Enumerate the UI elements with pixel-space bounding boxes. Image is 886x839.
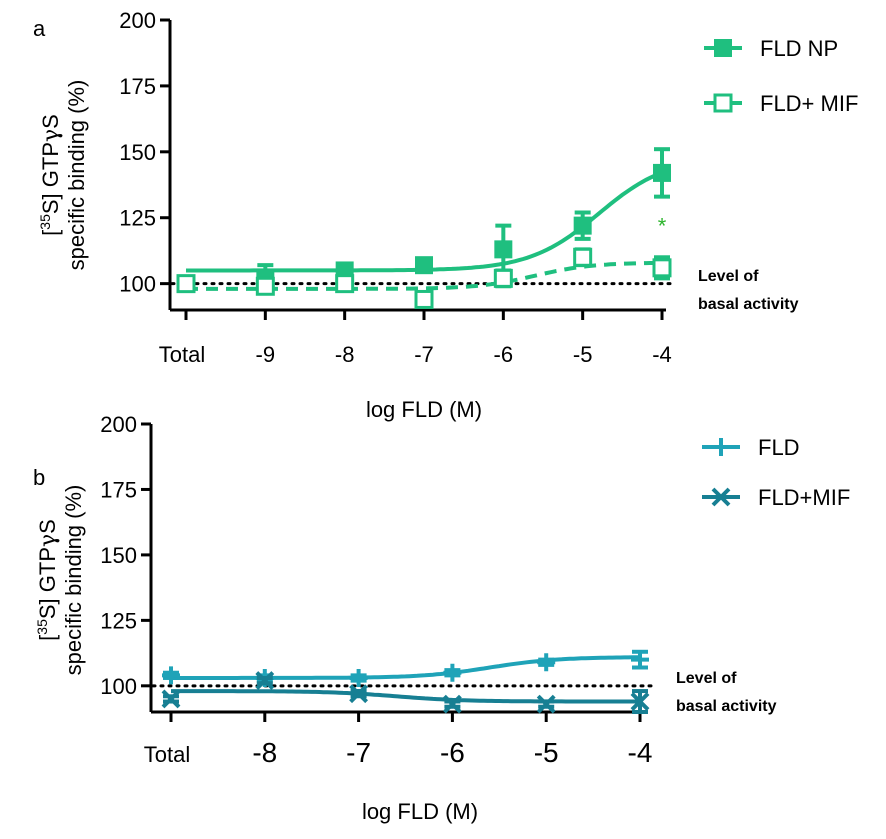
y-tick-label: 175 bbox=[100, 477, 137, 502]
y-tick-label: 200 bbox=[119, 8, 156, 33]
series-fld-mif bbox=[176, 247, 672, 309]
y-title-b-prefix: [ bbox=[35, 635, 60, 641]
x-tick-label: -6 bbox=[440, 737, 465, 768]
y-title-b-greek: γ bbox=[36, 534, 61, 547]
x-tick-label: -9 bbox=[256, 342, 276, 367]
legend-item-fld-mif: FLD+ MIF bbox=[704, 91, 858, 116]
x-tick-label: -5 bbox=[573, 342, 593, 367]
legend-a: FLD NP FLD+ MIF bbox=[704, 36, 858, 116]
legend-item-fld-mif-b: FLD+MIF bbox=[702, 485, 850, 510]
y-tick-label: 200 bbox=[100, 412, 137, 437]
data-point bbox=[349, 668, 368, 687]
baseline-label-b-line2: basal activity bbox=[676, 698, 777, 715]
panel-a: a [35S] GTPγS specific binding (%) log F… bbox=[33, 8, 858, 422]
x-tick-label: Total bbox=[159, 342, 205, 367]
y-title-a-line2: specific binding (%) bbox=[64, 80, 89, 271]
x-tick-label: -7 bbox=[346, 737, 371, 768]
fit-curve bbox=[171, 655, 640, 680]
x-tick-label: -5 bbox=[534, 737, 559, 768]
series-fld-mif bbox=[161, 671, 650, 714]
data-point bbox=[442, 694, 462, 714]
y-axis-title-b: [35S] GTPγS specific binding (%) bbox=[34, 485, 86, 676]
y-title-b-sup: 35 bbox=[34, 619, 50, 635]
y-tick-label: 125 bbox=[100, 608, 137, 633]
axes-b: 100 125 150 175 200 Total -8 -7 -6 -5 -4 bbox=[100, 412, 652, 768]
legend-item-fld-np: FLD NP bbox=[704, 36, 838, 61]
baseline-label-a-line1: Level of bbox=[698, 268, 759, 285]
data-point bbox=[573, 247, 593, 267]
y-tick-label: 175 bbox=[119, 74, 156, 99]
legend-label-fld: FLD bbox=[758, 435, 800, 460]
x-tick-label: -4 bbox=[628, 737, 653, 768]
axes-a: 100 125 150 175 200 Total -9 -8 -7 -6 -5 -4 bbox=[119, 8, 672, 367]
x-tick-label: -6 bbox=[494, 342, 514, 367]
data-point bbox=[536, 694, 556, 714]
significance-asterisk: * bbox=[658, 213, 667, 238]
data-point bbox=[414, 289, 434, 309]
data-point bbox=[176, 274, 196, 294]
y-tick-label: 125 bbox=[119, 206, 156, 231]
x-tick-label: -8 bbox=[335, 342, 355, 367]
y-axis-title-a: [35S] GTPγS specific binding (%) bbox=[37, 80, 89, 271]
series-fld bbox=[162, 649, 649, 687]
data-point bbox=[630, 692, 650, 711]
data-point bbox=[349, 684, 369, 704]
data-point bbox=[255, 276, 275, 296]
svg-text:[35S] GTPγS: [35S] GTPγS bbox=[34, 519, 61, 641]
legend-label-fld-mif: FLD+ MIF bbox=[760, 91, 858, 116]
series-fld-np bbox=[177, 147, 671, 294]
data-point bbox=[415, 256, 433, 275]
baseline-label-a-line2: basal activity bbox=[698, 296, 799, 313]
panel-label-a: a bbox=[33, 16, 46, 41]
legend-marker-fld-mif bbox=[713, 93, 733, 113]
y-tick-label: 150 bbox=[119, 140, 156, 165]
data-point bbox=[255, 671, 275, 690]
data-point bbox=[335, 274, 355, 294]
data-point bbox=[494, 240, 513, 259]
legend-b: FLD FLD+MIF bbox=[702, 435, 850, 510]
x-tick-label: Total bbox=[144, 742, 190, 767]
plot-area-a: * bbox=[170, 147, 678, 309]
y-tick-label: 100 bbox=[119, 272, 156, 297]
y-title-a-sup: 35 bbox=[37, 214, 53, 230]
y-tick-label: 100 bbox=[100, 674, 137, 699]
panel-b: b [35S] GTPγS specific binding (%) log F… bbox=[33, 412, 850, 824]
y-title-a-end: S bbox=[38, 114, 63, 129]
x-tick-label: -7 bbox=[414, 342, 434, 367]
data-point bbox=[537, 653, 556, 672]
fit-curve bbox=[171, 689, 640, 704]
legend-marker-fld-mif-b bbox=[711, 487, 731, 507]
data-point bbox=[631, 650, 649, 669]
x-tick-label: -8 bbox=[252, 737, 277, 768]
legend-marker-fld-np bbox=[714, 39, 732, 57]
data-point bbox=[573, 216, 592, 235]
baseline-label-b-line1: Level of bbox=[676, 670, 737, 687]
plot-area-b bbox=[151, 649, 656, 714]
data-point bbox=[653, 163, 671, 182]
x-axis-title-b: log FLD (M) bbox=[362, 799, 478, 824]
y-title-a-main: S] GTP bbox=[38, 142, 63, 214]
x-tick-label: -4 bbox=[652, 342, 672, 367]
y-title-a-greek: γ bbox=[39, 129, 64, 142]
data-point bbox=[493, 268, 513, 288]
y-tick-label: 150 bbox=[100, 543, 137, 568]
data-point bbox=[161, 689, 181, 709]
data-point bbox=[443, 663, 462, 682]
y-title-b-line2: specific binding (%) bbox=[61, 485, 86, 676]
svg-text:[35S] GTPγS: [35S] GTPγS bbox=[37, 114, 64, 236]
y-title-a-prefix: [ bbox=[38, 230, 63, 236]
data-point bbox=[162, 666, 180, 685]
y-title-b-main: S] GTP bbox=[35, 547, 60, 619]
panel-label-b: b bbox=[33, 465, 45, 490]
x-axis-title-a: log FLD (M) bbox=[366, 397, 482, 422]
legend-label-fld-mif-b: FLD+MIF bbox=[758, 485, 850, 510]
legend-marker-fld bbox=[712, 438, 730, 456]
legend-item-fld: FLD bbox=[702, 435, 800, 460]
legend-label-fld-np: FLD NP bbox=[760, 36, 838, 61]
data-point bbox=[652, 258, 672, 278]
y-title-b-end: S bbox=[35, 519, 60, 534]
